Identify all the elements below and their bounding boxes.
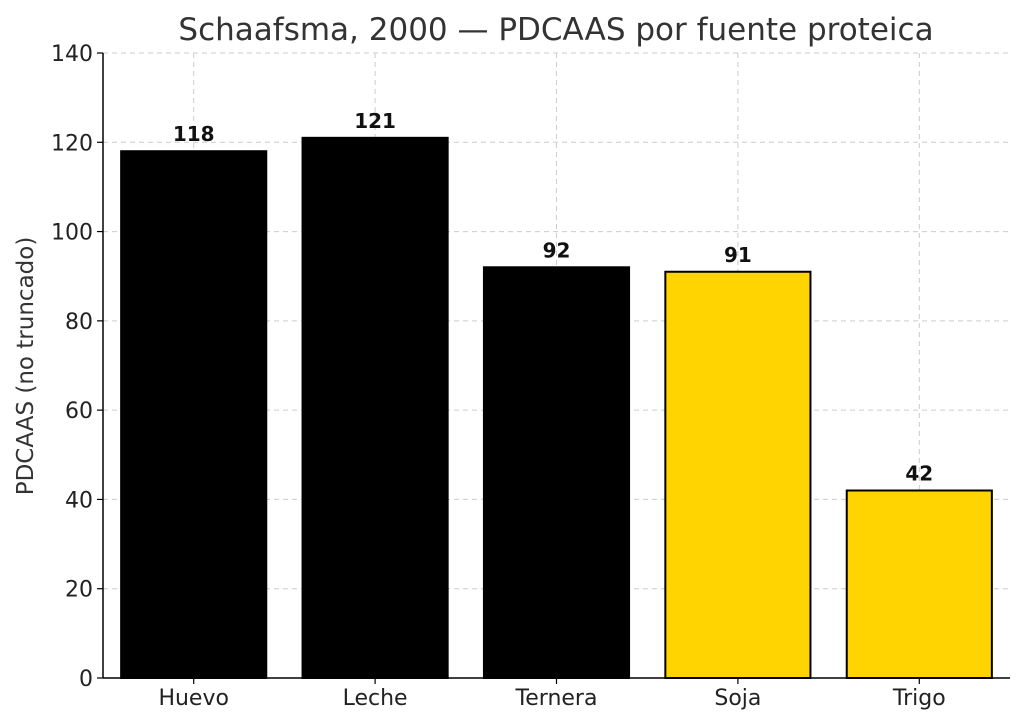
bar-leche xyxy=(301,136,449,680)
data-label: 92 xyxy=(543,238,571,262)
y-tick-label: 100 xyxy=(51,221,93,246)
y-tick-label: 140 xyxy=(51,42,93,67)
y-tick-label: 20 xyxy=(65,578,93,603)
x-tick-label: Ternera xyxy=(515,686,598,711)
labels: 0 20 40 60 80 100 120 140 118 Huevo 121 Leche 92 Tern… xyxy=(51,42,946,711)
x-tick-label: Huevo xyxy=(158,686,229,711)
bar-trigo xyxy=(845,489,993,679)
data-label: 91 xyxy=(724,243,752,267)
y-tick-label: 60 xyxy=(65,399,93,424)
y-tick-label: 120 xyxy=(51,131,93,156)
x-tick-label: Soja xyxy=(714,686,761,711)
axes xyxy=(97,52,1010,684)
y-tick-label: 80 xyxy=(65,310,93,335)
x-tick-label: Trigo xyxy=(892,686,946,711)
x-tick-label: Leche xyxy=(343,686,408,711)
chart-title: Schaafsma, 2000 — PDCAAS por fuente prot… xyxy=(178,12,933,48)
y-axis-label: PDCAAS (no truncado) xyxy=(13,237,39,496)
data-label: 118 xyxy=(173,122,215,146)
data-label: 121 xyxy=(354,109,396,133)
data-label: 42 xyxy=(905,462,933,486)
y-tick-label: 40 xyxy=(65,488,93,513)
bar-huevo xyxy=(120,150,268,679)
bar-soja xyxy=(664,270,812,679)
y-tick-label: 0 xyxy=(79,667,93,692)
bar-ternera xyxy=(482,266,631,679)
bars xyxy=(120,136,993,680)
